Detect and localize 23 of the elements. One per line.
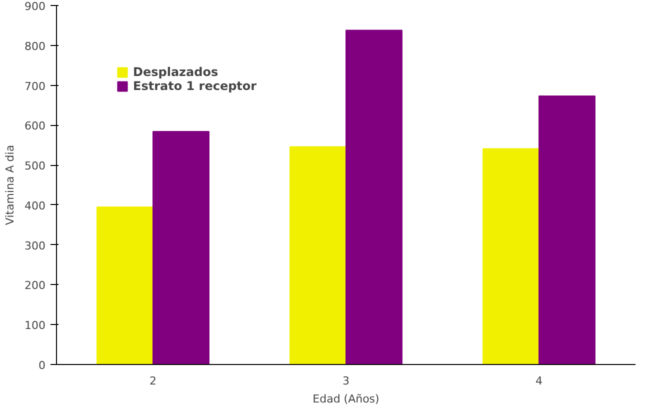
y-tick-label: 100 <box>24 319 46 332</box>
bar <box>538 96 596 364</box>
y-tick-label: 500 <box>24 160 46 173</box>
y-tick-label: 800 <box>24 40 46 53</box>
bar <box>346 30 402 364</box>
y-tick-label: 200 <box>24 279 46 292</box>
y-tick-label: 600 <box>24 120 46 133</box>
y-tick-label: 300 <box>24 239 46 252</box>
y-tick-label: 400 <box>24 199 46 212</box>
bar <box>152 131 210 364</box>
x-tick-label: 2 <box>150 374 156 388</box>
x-axis-title: Edad (Años) <box>312 392 380 406</box>
legend-label: Desplazados <box>133 65 218 79</box>
x-tick-label: 3 <box>342 374 350 388</box>
y-tick-label: 700 <box>24 80 46 93</box>
x-tick-label: 4 <box>536 374 542 388</box>
bar <box>290 146 346 364</box>
y-tick-label: 900 <box>24 0 46 13</box>
bar <box>96 206 154 364</box>
legend-label: Estrato 1 receptor <box>133 79 257 93</box>
y-axis-title: Vitamina A dia <box>4 144 17 226</box>
y-tick-label: 0 <box>38 359 46 372</box>
bar <box>482 148 540 364</box>
